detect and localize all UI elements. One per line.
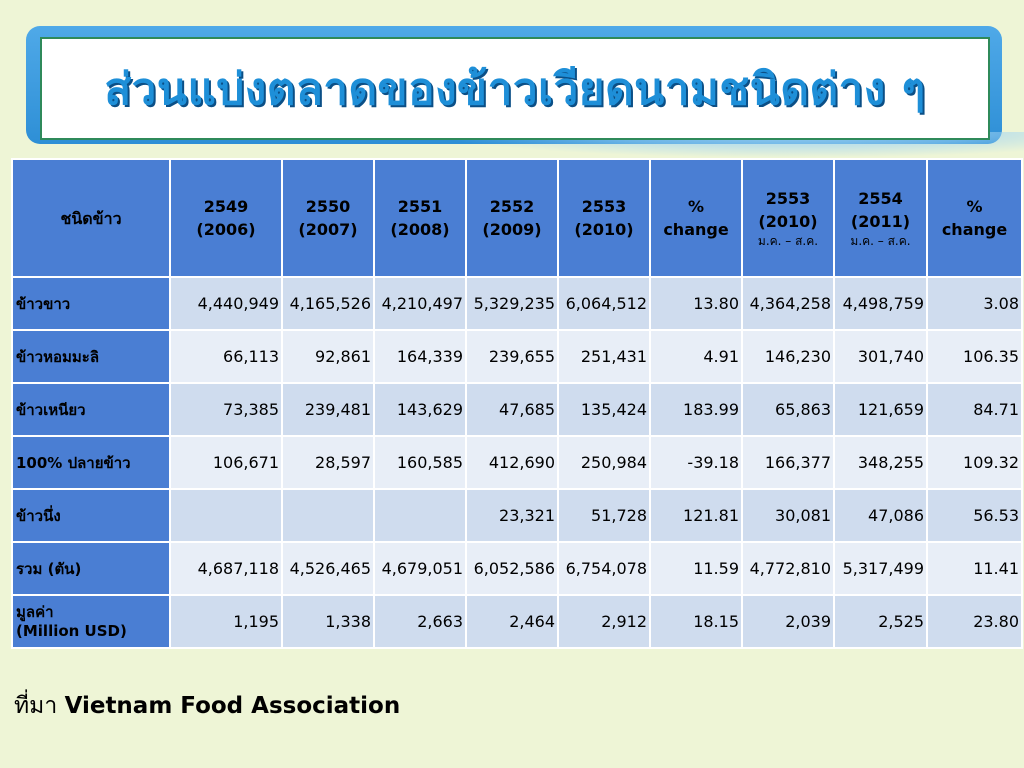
row-label: ข้าวนึ่ง [11,488,171,543]
table-cell: 11.59 [649,541,743,596]
table-cell [169,488,283,543]
table-row: ข้าวหอมมะลิ 66,113 92,861 164,339 239,655 251… [11,329,1023,384]
table-cell: 73,385 [169,382,283,437]
table-row: มูลค่า (Million USD) 1,195 1,338 2,663 2,464 2… [11,594,1023,649]
table-cell: 18.15 [649,594,743,649]
row-label: ข้าวขาว [11,276,171,331]
table-cell: 2,039 [741,594,835,649]
header-col-2554-jan-aug: 2554 (2011) ม.ค. – ส.ค. [833,158,928,278]
table-cell: 4.91 [649,329,743,384]
table-cell: 4,679,051 [373,541,467,596]
title-box: ส่วนแบ่งตลาดของข้าวเวียดนามชนิดต่าง ๆ [40,37,990,140]
source-prefix: ที่มา [14,693,58,719]
table-cell: 239,481 [281,382,375,437]
table-cell: 183.99 [649,382,743,437]
table-cell: 47,086 [833,488,928,543]
table-cell: 4,687,118 [169,541,283,596]
table-row: ข้าวขาว 4,440,949 4,165,526 4,210,497 5,329,… [11,276,1023,331]
table-cell: 1,195 [169,594,283,649]
page-title: ส่วนแบ่งตลาดของข้าวเวียดนามชนิดต่าง ๆ [104,63,926,115]
table-cell: 56.53 [926,488,1023,543]
table-cell: 66,113 [169,329,283,384]
table-cell [281,488,375,543]
table-cell: 146,230 [741,329,835,384]
table-cell: 106,671 [169,435,283,490]
rice-market-table: ชนิดข้าว 2549 (2006) 2550 (2007) 2551 (2008… [11,158,1023,649]
header-col-pct-change: % change [649,158,743,278]
row-label: มูลค่า (Million USD) [11,594,171,649]
table-cell: 2,912 [557,594,651,649]
table-cell: 28,597 [281,435,375,490]
header-col-2553: 2553 (2010) [557,158,651,278]
table-cell: 23,321 [465,488,559,543]
table-cell [373,488,467,543]
table-cell: 4,364,258 [741,276,835,331]
table-cell: 250,984 [557,435,651,490]
table-cell: 121,659 [833,382,928,437]
table-cell: 13.80 [649,276,743,331]
table-cell: 4,440,949 [169,276,283,331]
table-cell: 2,663 [373,594,467,649]
header-col-2551: 2551 (2008) [373,158,467,278]
table-cell: 4,526,465 [281,541,375,596]
source-citation: ที่มา Vietnam Food Association [14,688,400,724]
table-cell: 3.08 [926,276,1023,331]
table-cell: 23.80 [926,594,1023,649]
table-cell: 65,863 [741,382,835,437]
row-label: 100% ปลายข้าว [11,435,171,490]
source-name: Vietnam Food Association [64,693,401,719]
table-cell: 106.35 [926,329,1023,384]
table-cell: 239,655 [465,329,559,384]
table-cell: 166,377 [741,435,835,490]
table-cell: 121.81 [649,488,743,543]
table-cell: 4,210,497 [373,276,467,331]
table-cell: 348,255 [833,435,928,490]
row-label: ข้าวเหนียว [11,382,171,437]
table-row: ข้าวนึ่ง 23,321 51,728 121.81 30,081 47,086 56… [11,488,1023,543]
table-cell: 47,685 [465,382,559,437]
table-cell: 135,424 [557,382,651,437]
table-cell: 412,690 [465,435,559,490]
header-col-2549: 2549 (2006) [169,158,283,278]
header-col-2553-jan-aug: 2553 (2010) ม.ค. – ส.ค. [741,158,835,278]
table-header-row: ชนิดข้าว 2549 (2006) 2550 (2007) 2551 (2008… [11,158,1023,278]
header-col-pct-change-2: % change [926,158,1023,278]
table-cell: 2,464 [465,594,559,649]
table-cell: 30,081 [741,488,835,543]
table-cell: 160,585 [373,435,467,490]
table-cell: 143,629 [373,382,467,437]
table-cell: 301,740 [833,329,928,384]
table-cell: 109.32 [926,435,1023,490]
table-cell: 6,754,078 [557,541,651,596]
header-col-2552: 2552 (2009) [465,158,559,278]
table-cell: 51,728 [557,488,651,543]
table-cell: 4,772,810 [741,541,835,596]
table-cell: 4,498,759 [833,276,928,331]
table-cell: 6,052,586 [465,541,559,596]
table-cell: 5,329,235 [465,276,559,331]
table-cell: 5,317,499 [833,541,928,596]
table-row: ข้าวเหนียว 73,385 239,481 143,629 47,685 135,… [11,382,1023,437]
table-cell: 4,165,526 [281,276,375,331]
table-cell: 92,861 [281,329,375,384]
table-cell: 11.41 [926,541,1023,596]
table-cell: 6,064,512 [557,276,651,331]
row-label: ข้าวหอมมะลิ [11,329,171,384]
row-label: รวม (ตัน) [11,541,171,596]
table-cell: 164,339 [373,329,467,384]
table-cell: 251,431 [557,329,651,384]
table-cell: 1,338 [281,594,375,649]
header-rice-type: ชนิดข้าว [11,158,171,278]
table-cell: 84.71 [926,382,1023,437]
table-row: รวม (ตัน) 4,687,118 4,526,465 4,679,051 6,05… [11,541,1023,596]
table-row: 100% ปลายข้าว 106,671 28,597 160,585 412,690… [11,435,1023,490]
header-col-2550: 2550 (2007) [281,158,375,278]
table-cell: 2,525 [833,594,928,649]
table-cell: -39.18 [649,435,743,490]
